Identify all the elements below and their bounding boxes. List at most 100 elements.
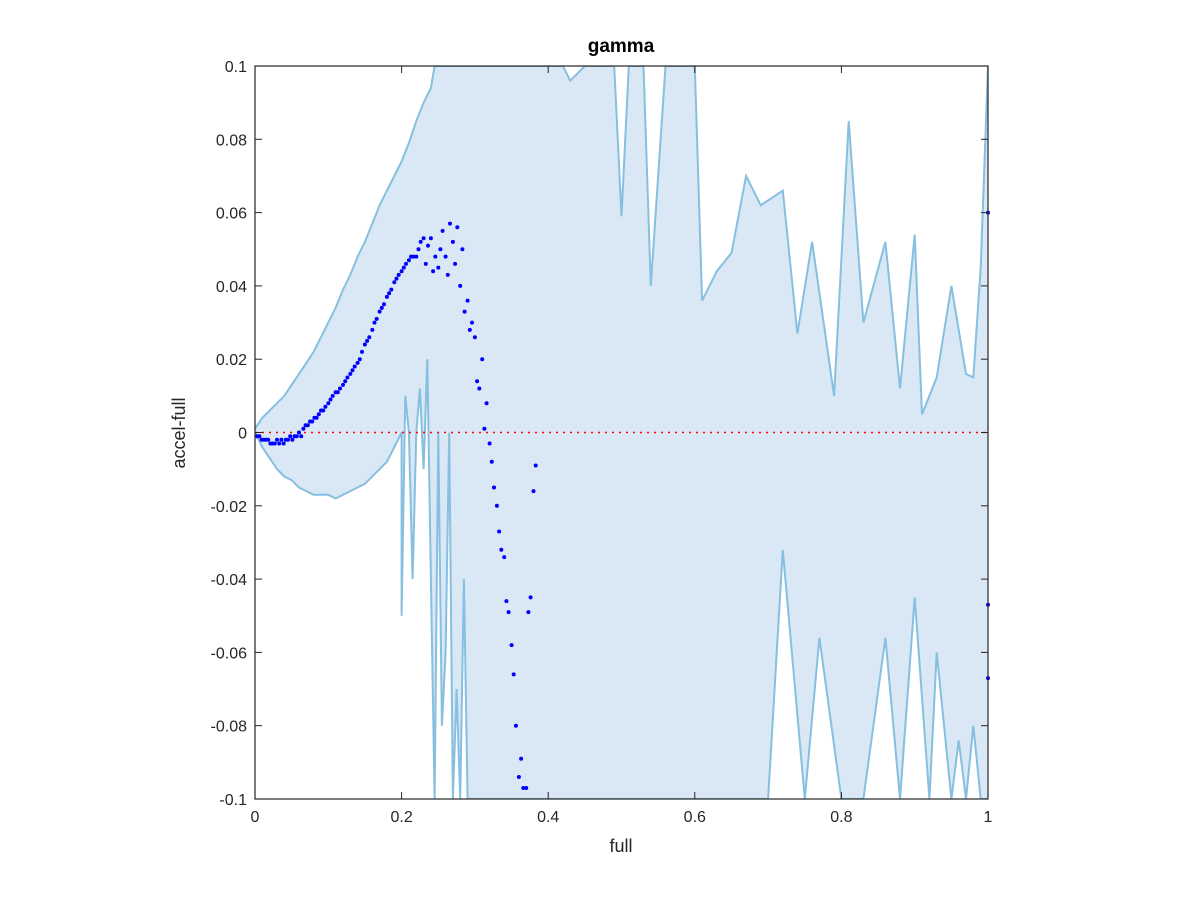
data-point [277,441,282,446]
data-point [352,364,357,369]
data-point [279,437,284,442]
y-tick-label: -0.04 [211,572,248,589]
data-point [387,291,392,296]
data-point [341,382,345,387]
x-tick-label: 0 [251,809,260,826]
data-point [275,437,279,442]
data-point [345,375,350,380]
data-point [502,555,507,560]
data-point [433,254,438,259]
data-point [314,415,319,420]
data-point [448,221,452,226]
data-point [509,643,514,648]
data-point [266,437,271,442]
data-point [487,441,492,446]
data-point [423,261,428,266]
data-point [343,379,348,384]
data-point [428,236,433,241]
band-fill [255,66,988,799]
data-point [426,243,430,248]
data-point [421,236,426,241]
data-point [528,595,533,600]
data-point [321,408,326,413]
data-point [294,434,299,439]
y-axis-label: accel-full [169,397,189,468]
axis-ticks: 0 0.2 0.4 0.6 0.8 1 -0.1 -0.08 -0.06 -0.04 -0.02 0 0… [211,59,993,826]
data-point [489,459,494,464]
data-point [370,327,375,332]
data-point [377,309,382,314]
y-tick-label: 0.02 [216,352,247,369]
data-point [521,786,526,790]
data-point [310,419,315,424]
data-point [467,327,472,332]
data-point [301,426,306,431]
data-point [389,287,394,292]
chart-title: gamma [588,36,655,57]
data-point [272,441,277,446]
data-point [379,305,384,310]
data-point [374,316,379,321]
data-point [281,441,286,446]
data-point [348,371,353,376]
data-point [367,335,372,340]
data-point [516,775,521,779]
data-point [450,239,455,244]
x-tick-label: 0.4 [537,809,559,826]
data-point [414,254,419,259]
data-point [411,254,416,259]
data-point [511,672,516,677]
data-point [297,430,301,435]
data-point [465,298,470,303]
data-point [323,404,328,409]
data-point [394,276,399,281]
data-point [482,426,487,431]
x-tick-label: 1 [984,809,993,826]
data-point [494,503,499,508]
data-point [360,349,364,354]
data-point [455,225,460,230]
data-point [335,390,340,395]
data-point [355,360,360,365]
data-point [480,357,485,362]
data-point [533,463,538,468]
x-tick-label: 0.8 [830,809,852,826]
x-tick-label: 0.2 [390,809,412,826]
data-point [438,247,443,252]
data-point [513,723,518,728]
data-point [372,320,377,325]
data-point [504,599,509,604]
data-point [519,756,524,761]
data-point [418,239,423,244]
data-point [440,228,445,233]
data-point [492,485,496,490]
data-point [472,335,477,340]
x-tick-label: 0.6 [684,809,706,826]
scatter-points [255,210,990,790]
x-axis-label: full [609,836,632,856]
data-point [392,280,397,285]
data-point [384,294,389,299]
data-point [362,342,367,347]
y-tick-label: -0.06 [211,645,248,662]
data-point [399,269,404,274]
data-point [531,489,536,494]
data-point [470,320,474,325]
data-point [299,434,304,439]
data-point [477,386,482,391]
data-point [328,397,333,402]
data-point [290,437,295,442]
band-upper-line [255,66,988,430]
data-point [436,265,441,270]
data-point [431,269,436,274]
data-point [326,401,331,406]
y-tick-label: 0.06 [216,206,247,223]
data-point [338,386,342,391]
data-point [330,393,335,398]
data-point [365,338,370,343]
data-point [305,423,310,428]
data-point [404,261,408,266]
y-tick-label: 0.08 [216,132,247,149]
data-point [350,368,355,373]
